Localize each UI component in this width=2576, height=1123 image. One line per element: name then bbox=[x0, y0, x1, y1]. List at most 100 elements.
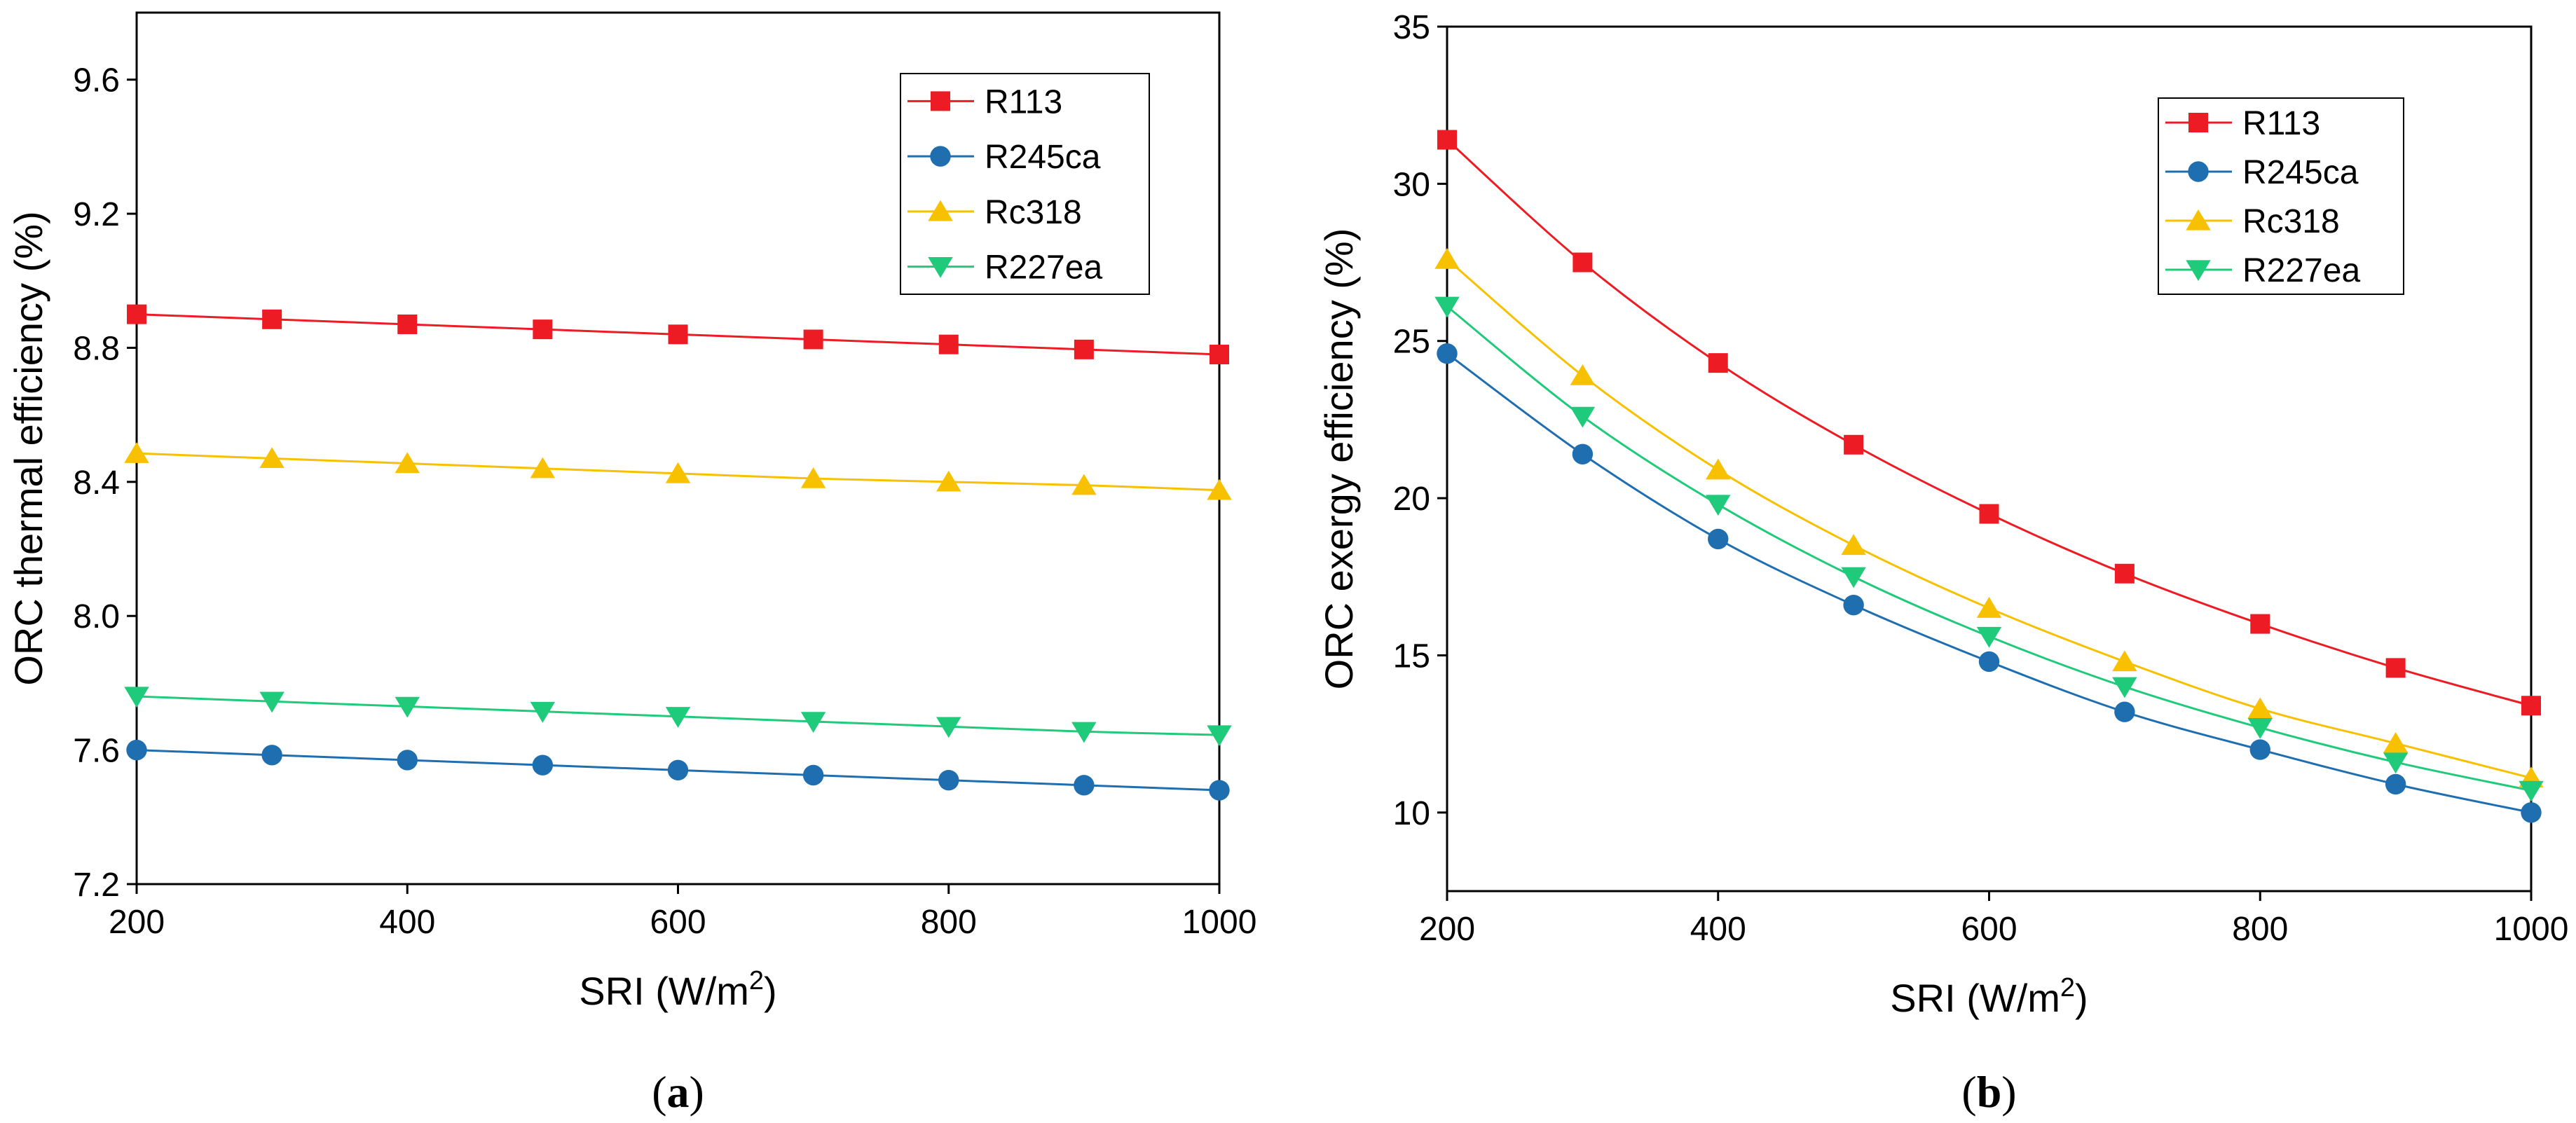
data-point-r227ea bbox=[1207, 725, 1232, 747]
data-point-rc318 bbox=[259, 447, 285, 469]
data-point-r113 bbox=[1844, 434, 1864, 455]
data-point-r113 bbox=[668, 324, 688, 345]
legend-marker bbox=[2186, 260, 2211, 282]
x-tick-label: 200 bbox=[1419, 911, 1475, 948]
series-layer-a bbox=[124, 304, 1232, 801]
data-point-r227ea bbox=[395, 696, 420, 718]
data-point-r227ea bbox=[936, 717, 961, 738]
y-tick-label: 15 bbox=[1393, 638, 1430, 675]
y-tick-label: 9.6 bbox=[73, 62, 120, 99]
axis-ticks-b bbox=[1437, 25, 2533, 901]
legend-marker bbox=[928, 256, 953, 278]
data-point-r113 bbox=[262, 309, 282, 329]
data-point-rc318 bbox=[1071, 474, 1097, 495]
data-point-r113 bbox=[1210, 345, 1229, 365]
x-tick-label: 1000 bbox=[1182, 904, 1257, 941]
data-point-r245ca bbox=[532, 755, 554, 776]
legend-a: R113 R245ca Rc318 R227ea bbox=[900, 73, 1150, 295]
data-point-rc318 bbox=[1976, 597, 2002, 618]
data-point-r227ea bbox=[1976, 626, 2002, 648]
data-point-r245ca bbox=[126, 739, 147, 761]
data-point-rc318 bbox=[124, 442, 149, 463]
data-point-r245ca bbox=[2114, 701, 2135, 722]
data-point-r245ca bbox=[2385, 773, 2406, 795]
data-point-r245ca bbox=[397, 750, 418, 771]
data-point-r227ea bbox=[2247, 717, 2273, 739]
y-tick-label: 25 bbox=[1393, 324, 1430, 361]
y-tick-label: 10 bbox=[1393, 795, 1430, 832]
y-axis-label-a: ORC thermal efficiency (%) bbox=[6, 211, 50, 685]
data-point-r227ea bbox=[2112, 677, 2137, 698]
data-point-rc318 bbox=[1841, 534, 1866, 556]
data-point-r113 bbox=[938, 334, 959, 354]
data-point-rc318 bbox=[2383, 731, 2409, 753]
data-point-r113 bbox=[1708, 353, 1728, 373]
data-point-r245ca bbox=[1437, 343, 1458, 364]
series-line-r245ca bbox=[1446, 352, 2532, 814]
legend-label: Rc318 bbox=[2242, 203, 2340, 240]
x-tick-label: 400 bbox=[379, 904, 435, 941]
x-tick-label: 600 bbox=[1961, 911, 2017, 948]
data-point-r227ea bbox=[1841, 567, 1866, 588]
data-point-r227ea bbox=[124, 687, 149, 708]
data-point-r113 bbox=[1979, 504, 1999, 524]
y-tick-label: 7.2 bbox=[73, 867, 120, 904]
legend-marker bbox=[2188, 161, 2209, 182]
chart-panel-a: 200 400 600 800 1000 7.2 7.6 8.0 8.4 8.8… bbox=[6, 11, 1257, 1117]
y-axis-label-b: ORC exergy efficiency (%) bbox=[1317, 228, 1361, 690]
data-point-r245ca bbox=[1978, 651, 2000, 673]
chart-panel-b: 200 400 600 800 1000 10 15 20 25 30 35 S… bbox=[1317, 9, 2568, 1117]
data-point-r113 bbox=[803, 329, 823, 350]
data-point-r227ea bbox=[665, 707, 691, 728]
data-point-r227ea bbox=[259, 691, 285, 713]
data-point-r245ca bbox=[2249, 739, 2270, 760]
data-point-rc318 bbox=[1570, 364, 1596, 385]
x-tick-label: 800 bbox=[921, 904, 977, 941]
data-point-r113 bbox=[2114, 563, 2135, 584]
x-tick-label: 800 bbox=[2232, 911, 2288, 948]
y-tick-labels-b: 10 15 20 25 30 35 bbox=[1393, 9, 1430, 832]
legend-label: R227ea bbox=[985, 249, 1102, 287]
data-point-r245ca bbox=[1209, 780, 1230, 801]
y-tick-label: 8.4 bbox=[73, 464, 120, 502]
data-point-r227ea bbox=[1434, 296, 1460, 318]
legend-label: R227ea bbox=[2242, 252, 2360, 289]
data-point-rc318 bbox=[936, 470, 961, 492]
data-point-r245ca bbox=[938, 769, 959, 791]
data-point-rc318 bbox=[395, 452, 420, 474]
y-tick-label: 35 bbox=[1393, 9, 1430, 46]
y-tick-labels-a: 7.2 7.6 8.0 8.4 8.8 9.2 9.6 bbox=[73, 62, 120, 904]
data-point-r245ca bbox=[1708, 528, 1729, 550]
x-axis-label-a: SRI (W/m2) bbox=[579, 966, 776, 1013]
data-point-rc318 bbox=[530, 457, 556, 478]
data-point-r227ea bbox=[2383, 752, 2409, 774]
legend-marker bbox=[2188, 113, 2208, 132]
y-tick-label: 30 bbox=[1393, 166, 1430, 203]
data-point-r113 bbox=[1074, 339, 1094, 359]
x-tick-label: 600 bbox=[650, 904, 706, 941]
data-point-r227ea bbox=[2519, 780, 2544, 802]
data-point-r245ca bbox=[2521, 802, 2542, 823]
panel-label-a: (a) bbox=[652, 1067, 704, 1117]
legend-marker bbox=[930, 146, 951, 167]
data-point-r245ca bbox=[261, 745, 282, 766]
x-tick-labels-b: 200 400 600 800 1000 bbox=[1419, 911, 2568, 948]
y-tick-label: 7.6 bbox=[73, 733, 120, 770]
data-point-r113 bbox=[533, 319, 553, 340]
data-point-rc318 bbox=[2247, 697, 2273, 719]
series-line-r227ea bbox=[1446, 305, 2532, 792]
data-point-r245ca bbox=[1074, 775, 1095, 796]
y-tick-label: 8.0 bbox=[73, 598, 120, 635]
legend-label: Rc318 bbox=[985, 194, 1082, 231]
x-tick-label: 400 bbox=[1690, 911, 1746, 948]
data-point-rc318 bbox=[1207, 478, 1232, 500]
data-point-rc318 bbox=[2112, 650, 2137, 672]
data-point-r227ea bbox=[1071, 722, 1097, 743]
data-point-r113 bbox=[1573, 252, 1593, 273]
series-layer-b bbox=[1434, 130, 2544, 823]
data-point-rc318 bbox=[800, 467, 826, 488]
legend-marker bbox=[2186, 209, 2211, 230]
legend-marker bbox=[928, 200, 953, 221]
x-tick-label: 1000 bbox=[2494, 911, 2569, 948]
data-point-rc318 bbox=[1434, 247, 1460, 269]
